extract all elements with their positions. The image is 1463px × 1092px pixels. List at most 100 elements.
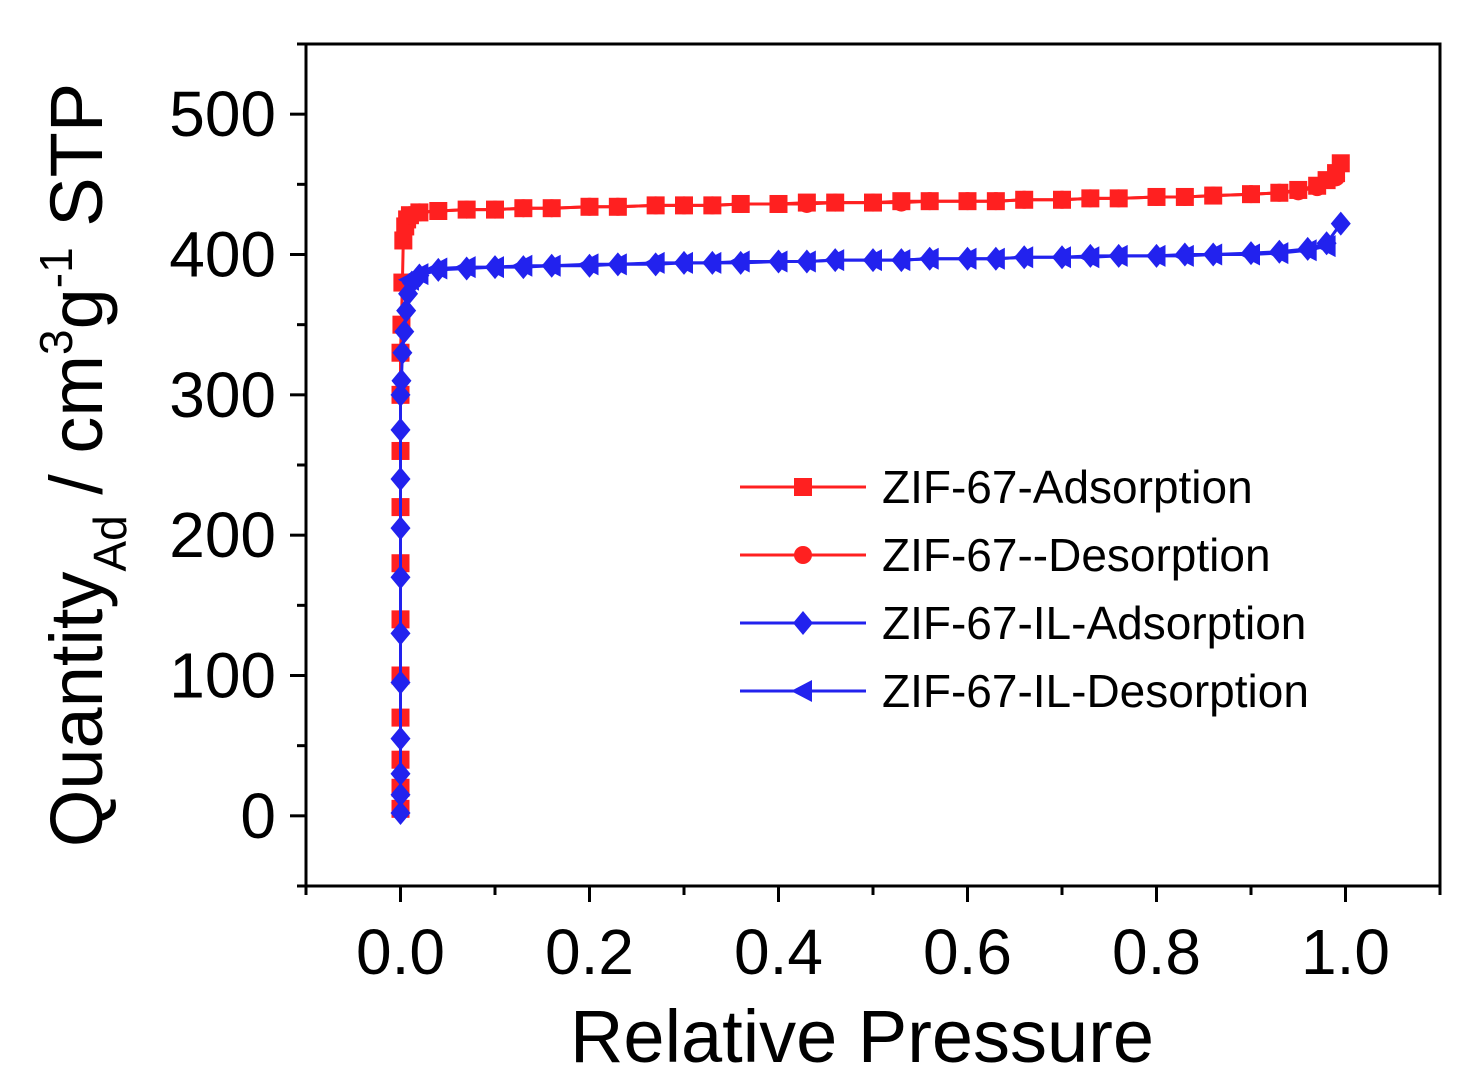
data-point <box>675 196 693 215</box>
series-3 <box>397 235 1336 291</box>
legend-label: ZIF-67-Adsorption <box>882 461 1253 513</box>
y-tick-label: 300 <box>169 359 276 431</box>
legend-item: ZIF-67-IL-Desorption <box>740 665 1309 717</box>
data-point <box>955 247 977 270</box>
data-point <box>542 199 561 218</box>
data-point <box>1081 189 1100 208</box>
data-point <box>1053 190 1071 209</box>
data-point <box>390 382 411 407</box>
data-point <box>794 250 816 273</box>
data-point <box>1242 185 1260 204</box>
legend-item: ZIF-67-IL-Adsorption <box>740 597 1306 649</box>
x-tick-label: 0.2 <box>545 916 634 988</box>
data-point <box>426 257 448 280</box>
y-axis-title-sup1: 3 <box>30 329 82 355</box>
x-tick-label: 1.0 <box>1301 916 1390 988</box>
data-point <box>731 194 750 213</box>
y-axis-title-suffix: STP <box>35 83 118 247</box>
data-point <box>769 194 788 213</box>
series-2 <box>390 211 1351 826</box>
data-point <box>1050 246 1071 269</box>
data-point <box>511 254 533 277</box>
series-line <box>399 222 1343 813</box>
data-point <box>1295 239 1317 262</box>
data-point <box>483 256 504 279</box>
data-point <box>643 251 665 274</box>
legend-label: ZIF-67-IL-Adsorption <box>882 597 1306 649</box>
plot-frame <box>304 42 1442 888</box>
data-point <box>1239 243 1260 266</box>
data-point <box>390 621 411 646</box>
y-axis-title: QuantityAd / cm3g-1 STP <box>30 83 136 847</box>
data-point <box>1144 244 1166 267</box>
data-point <box>728 250 750 273</box>
data-point <box>1015 190 1034 209</box>
data-point <box>700 251 722 274</box>
data-point <box>390 417 411 442</box>
y-axis-title-sup2: -1 <box>30 247 82 288</box>
data-point <box>390 726 411 751</box>
y-axis-title-prefix: Quantity <box>35 572 118 848</box>
legend-swatch-marker <box>793 611 813 635</box>
data-point <box>986 192 1005 211</box>
series-1 <box>400 168 1346 225</box>
data-point <box>864 193 882 212</box>
data-point <box>605 253 627 276</box>
data-point <box>454 256 476 279</box>
data-point <box>1201 243 1223 266</box>
y-tick-label: 100 <box>169 640 276 712</box>
data-point <box>394 231 413 250</box>
x-axis-title: Relative Pressure <box>570 995 1154 1078</box>
data-point <box>608 197 627 216</box>
data-point <box>797 194 816 213</box>
data-point <box>1172 244 1194 267</box>
data-point <box>400 206 419 225</box>
y-tick-label: 500 <box>169 78 276 150</box>
y-axis-title-unit: / cm <box>35 355 118 515</box>
data-point <box>390 782 411 807</box>
y-tick-label: 200 <box>169 499 276 571</box>
data-point <box>1327 168 1346 187</box>
data-point <box>390 670 411 695</box>
series-layer <box>390 154 1351 826</box>
x-tick-label: 0.8 <box>1112 916 1201 988</box>
data-point <box>577 253 599 276</box>
data-point <box>390 516 411 541</box>
data-point <box>391 368 412 393</box>
data-point <box>703 196 722 215</box>
data-point <box>917 247 939 270</box>
legend-item: ZIF-67--Desorption <box>740 529 1271 581</box>
x-tick-label: 0.6 <box>923 916 1012 988</box>
axes-layer: 0.0 0.2 0.4 0.6 0.8 1.0 0 100 200 300 400 500 <box>169 42 1442 988</box>
legend-swatch-marker <box>794 478 812 496</box>
data-point <box>889 249 911 272</box>
y-axis-title-unit-g: g <box>35 288 118 329</box>
legend-swatch-marker <box>794 546 812 564</box>
data-point <box>457 200 476 219</box>
y-tick-label: 400 <box>169 219 276 291</box>
data-point <box>1331 154 1350 173</box>
x-tick-label: 0.4 <box>734 916 823 988</box>
x-tick-label: 0.0 <box>356 916 445 988</box>
data-point <box>1289 182 1308 201</box>
data-point <box>390 801 411 826</box>
legend: ZIF-67-Adsorption ZIF-67--Desorption ZIF-6… <box>740 461 1309 717</box>
data-point <box>1078 246 1100 269</box>
data-point <box>397 268 419 291</box>
data-point <box>390 467 411 492</box>
data-point <box>826 193 845 212</box>
data-point <box>1314 235 1336 258</box>
data-point <box>392 340 413 365</box>
data-point <box>1308 178 1327 197</box>
data-point <box>514 199 533 218</box>
data-point <box>390 565 411 590</box>
legend-swatch-marker <box>791 680 812 702</box>
data-point <box>429 201 448 220</box>
data-point <box>396 298 417 323</box>
data-point <box>1267 242 1289 265</box>
data-point <box>983 247 1005 270</box>
data-point <box>1270 183 1289 202</box>
data-point <box>1147 187 1166 206</box>
data-point <box>920 192 939 211</box>
